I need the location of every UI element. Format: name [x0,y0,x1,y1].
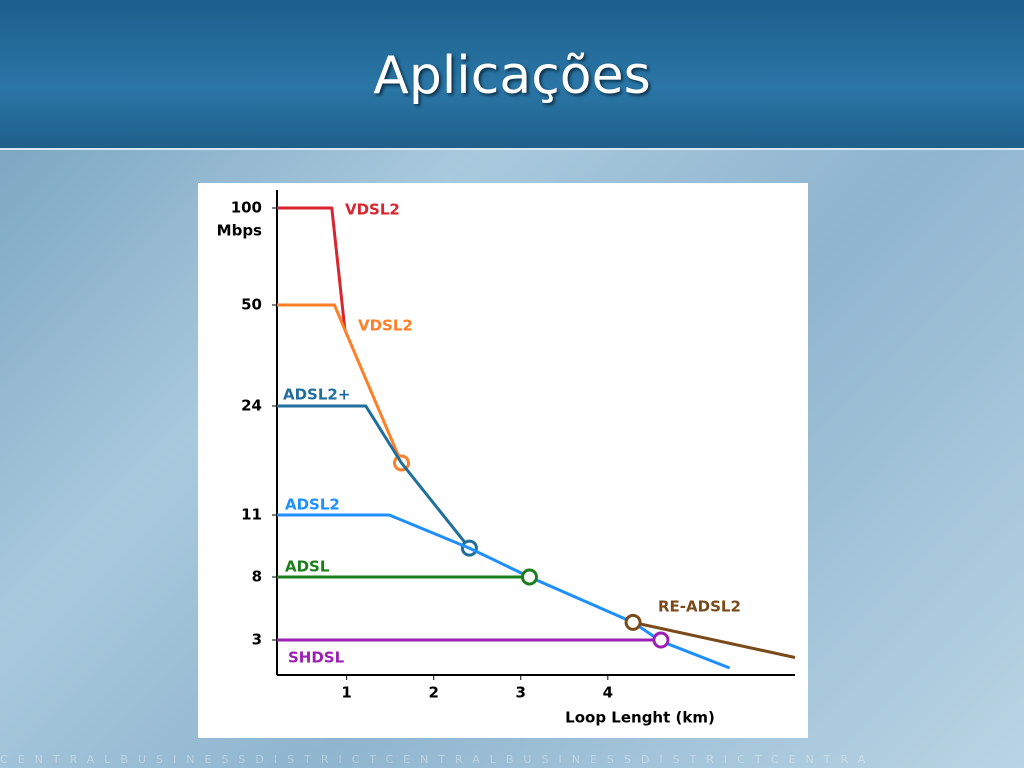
header-band [0,0,1024,150]
x-axis-label: Loop Lenght (km) [565,709,715,727]
y-tick-label: 11 [241,506,262,524]
series-label: ADSL [285,558,330,576]
chart-panel [198,183,808,738]
x-tick-label: 3 [516,684,526,702]
footer-pattern: CENTRALBUSINESSDISTRICTCENTRALBUSINESSDI… [0,753,876,766]
series-label: SHDSL [288,649,345,667]
series-line [277,206,347,331]
series-label: VDSL2 [345,201,400,219]
point-marker [652,631,670,649]
series-label: RE-ADSL2 [658,598,741,616]
series-label: ADSL2 [285,496,340,514]
slide-title: Aplicações [373,46,651,106]
series-label: VDSL2 [358,317,413,335]
y-tick-label: 50 [241,296,262,314]
series-line [277,303,403,464]
y-tick-label: 3 [252,631,262,649]
x-tick-label: 2 [428,684,438,702]
y-axis-label: Mbps [217,222,262,240]
y-tick-label: 8 [252,568,262,586]
point-marker [520,568,538,586]
point-marker [624,613,642,631]
x-tick-label: 1 [341,684,351,702]
series-line [277,404,471,550]
x-tick-label: 4 [603,684,613,702]
series-line [632,620,796,659]
series-label: ADSL2+ [283,386,350,404]
y-tick-label: 100 [231,199,262,217]
y-tick-label: 24 [241,397,262,415]
